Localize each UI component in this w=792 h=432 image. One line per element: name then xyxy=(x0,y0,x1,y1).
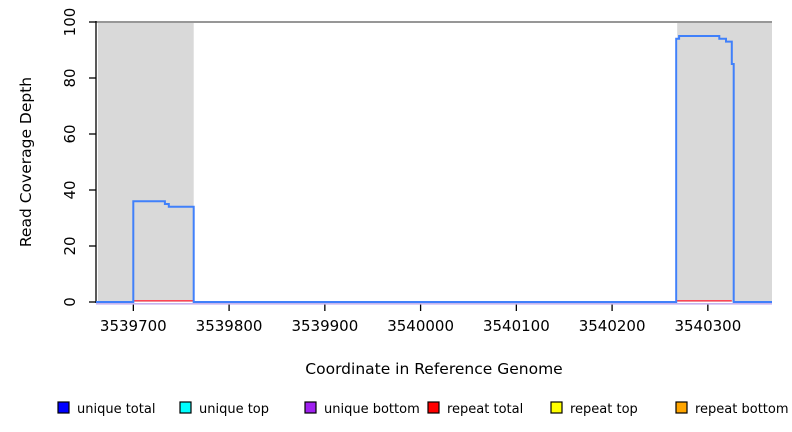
legend-swatch-repeat-top xyxy=(550,401,563,414)
legend-swatch-unique-top xyxy=(179,401,192,414)
x-tick-label: 3540200 xyxy=(579,317,646,335)
legend-swatch-repeat-bottom xyxy=(675,401,688,414)
x-tick-label: 3539700 xyxy=(100,317,167,335)
y-tick-label: 60 xyxy=(61,124,79,143)
right-gray-region xyxy=(677,22,772,302)
left-gray-region xyxy=(97,22,194,302)
y-tick-label: 100 xyxy=(61,8,79,37)
x-tick-label: 3540100 xyxy=(483,317,550,335)
series-unique-total xyxy=(96,35,772,303)
y-tick-label: 20 xyxy=(61,236,79,255)
legend: unique total unique top unique bottom repea… xyxy=(57,401,789,417)
series-lines xyxy=(96,35,772,305)
x-tick-label: 3539900 xyxy=(291,317,358,335)
legend-label: unique total xyxy=(77,402,155,417)
x-tick-label: 3540000 xyxy=(387,317,454,335)
y-axis-title: Read Coverage Depth xyxy=(17,77,35,247)
y-tick-label: 0 xyxy=(61,297,79,307)
legend-swatch-unique-bottom xyxy=(304,401,317,414)
y-tick-label: 40 xyxy=(61,180,79,199)
highlight-regions xyxy=(96,21,772,302)
y-tick-label: 80 xyxy=(61,68,79,87)
legend-label: repeat top xyxy=(570,402,638,417)
x-axis-title: Coordinate in Reference Genome xyxy=(305,360,562,378)
legend-label: repeat bottom xyxy=(695,402,789,417)
legend-label: unique bottom xyxy=(324,402,420,417)
axes: 0 20 40 60 80 100 3539700 3539800 3539900 3540000… xyxy=(61,8,741,335)
x-tick-label: 3540300 xyxy=(674,317,741,335)
legend-label: repeat total xyxy=(447,402,523,417)
x-tick-label: 3539800 xyxy=(196,317,263,335)
legend-swatch-repeat-total xyxy=(427,401,440,414)
legend-swatch-unique-total xyxy=(57,401,70,414)
legend-label: unique top xyxy=(199,402,269,417)
